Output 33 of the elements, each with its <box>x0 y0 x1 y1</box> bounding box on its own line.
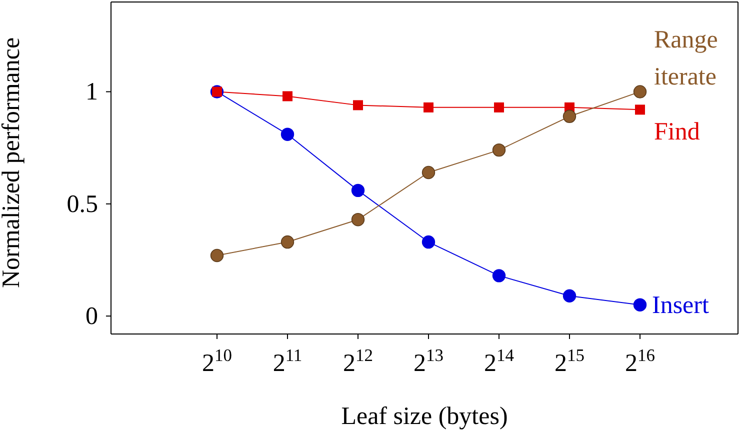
point <box>422 166 436 180</box>
point <box>494 102 504 112</box>
point <box>280 128 294 141</box>
point <box>422 235 436 249</box>
x-tick-label: 2$^{16}$ <box>625 345 656 377</box>
x-tick-label: 2$^{11}$ <box>272 345 302 377</box>
point <box>562 110 576 124</box>
point <box>351 212 365 226</box>
point <box>353 100 363 110</box>
point <box>635 104 645 115</box>
x-tick-label: 2$^{13}$ <box>414 345 444 377</box>
series-label: Range iterate <box>654 26 718 91</box>
y-tick-label: 1 <box>86 78 98 106</box>
series-label: Insert <box>652 292 709 319</box>
point <box>282 91 292 102</box>
x-tick-label: 2$^{15}$ <box>554 345 585 377</box>
point <box>210 248 224 262</box>
x-tick-label: 2$^{10}$ <box>202 345 232 377</box>
point <box>492 143 506 157</box>
x-tick-label: 2$^{12}$ <box>343 345 373 377</box>
point <box>280 235 294 249</box>
point <box>633 85 647 98</box>
point <box>492 269 506 282</box>
y-axis-title: Normalized performance <box>0 37 25 288</box>
point <box>424 102 434 112</box>
y-tick-label: 0 <box>86 303 98 330</box>
point <box>351 184 365 198</box>
point <box>562 289 576 302</box>
x-tick-label: 2$^{14}$ <box>484 345 514 377</box>
y-tick-label: 0.5 <box>66 190 98 218</box>
point <box>633 298 647 312</box>
x-axis-title: Leaf size (bytes) <box>341 403 508 430</box>
series-label: Find <box>654 118 700 146</box>
